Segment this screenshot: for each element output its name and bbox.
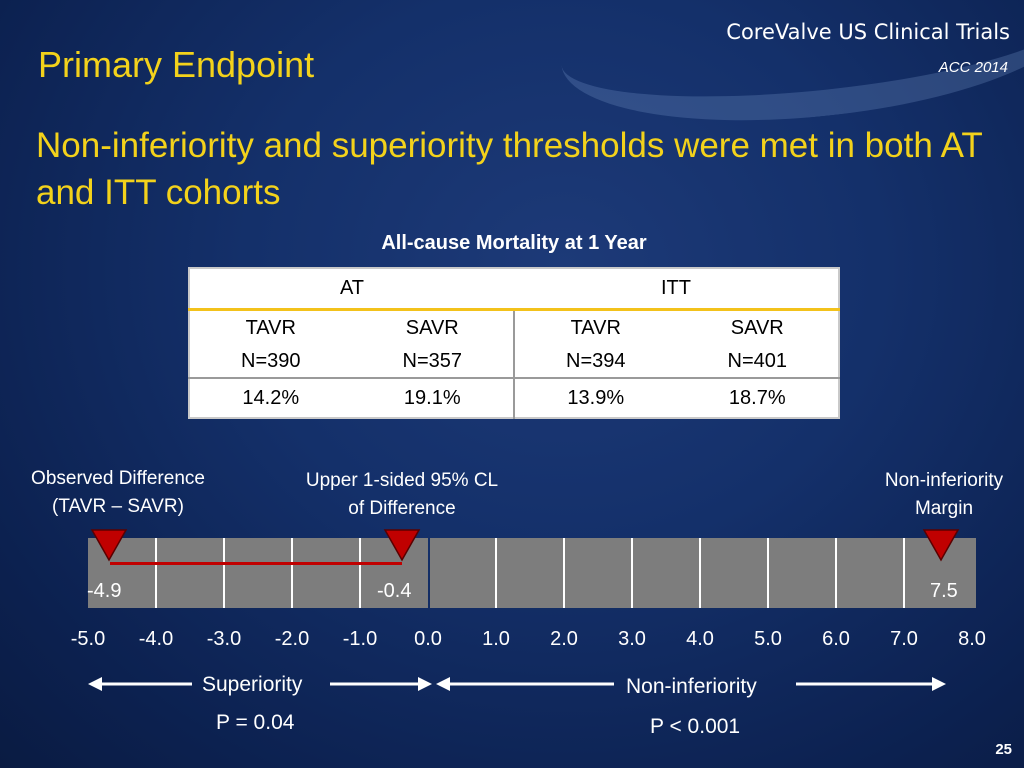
grid-line [767, 538, 769, 608]
x-axis-tick-label: 8.0 [958, 628, 986, 650]
noninferiority-left-arrow-icon [436, 677, 614, 691]
mortality-value: 14.2% [242, 386, 300, 409]
mortality-value: 18.7% [728, 386, 786, 409]
x-axis-tick-label: 1.0 [482, 628, 510, 650]
grid-line [631, 538, 633, 608]
brand-logo-text: CoreValve US Clinical Trials [726, 20, 1010, 44]
observed-difference-label: Observed Difference (TAVR – SAVR) [8, 465, 228, 521]
group-header-itt: ITT [514, 268, 839, 311]
arm-label: SAVR [730, 316, 784, 339]
x-axis-tick-label: -5.0 [70, 628, 106, 650]
arm-label: SAVR [405, 316, 459, 339]
margin-value: 7.5 [930, 580, 958, 602]
sample-size: N=357 [351, 345, 514, 379]
grid-line [359, 538, 361, 608]
observed-value: -4.9 [87, 580, 122, 602]
grid-line [835, 538, 837, 608]
sample-size: N=390 [189, 345, 352, 379]
x-axis-tick-label: 5.0 [754, 628, 782, 650]
noninferiority-right-arrow-icon [796, 677, 946, 691]
table-arm-row: TAVR SAVR TAVR SAVR [189, 309, 839, 345]
slide-headline: Non-inferiority and superiority threshol… [36, 126, 983, 212]
sample-size: N=394 [513, 345, 677, 379]
upper-label-line2: of Difference [348, 498, 456, 519]
confidence-interval-line [110, 562, 402, 565]
margin-label-line1: Non-inferiority [884, 470, 1004, 491]
table-title: All-cause Mortality at 1 Year [381, 232, 647, 254]
grid-line [495, 538, 497, 608]
negative-range-bar [88, 538, 428, 608]
x-axis-tick-label: 4.0 [686, 628, 714, 650]
superiority-label: Superiority [202, 673, 303, 696]
x-axis-tick-label: 7.0 [890, 628, 918, 650]
grid-line [155, 538, 157, 608]
x-axis-tick-label: 6.0 [822, 628, 850, 650]
margin-label: Non-inferiority Margin [864, 467, 1024, 523]
x-axis-tick-label: -3.0 [206, 628, 242, 650]
grid-line [223, 538, 225, 608]
upper-cl-label: Upper 1-sided 95% CL of Difference [282, 467, 522, 523]
noninferiority-label: Non-inferiority [626, 675, 757, 698]
arm-label: TAVR [245, 316, 296, 339]
upper-cl-marker-icon [383, 529, 421, 562]
upper-label-line1: Upper 1-sided 95% CL [305, 470, 499, 491]
table-n-row: N=390 N=357 N=394 N=401 [189, 345, 839, 379]
table-group-header-row: AT ITT [189, 268, 839, 311]
x-axis-tick-label: -4.0 [138, 628, 174, 650]
slide-title: Primary Endpoint [38, 44, 315, 85]
positive-range-bar [430, 538, 976, 608]
observed-marker-icon [90, 529, 128, 562]
observed-label-line2: (TAVR – SAVR) [52, 496, 184, 517]
x-axis-tick-label: 0.0 [414, 628, 442, 650]
x-axis-tick-label: -1.0 [342, 628, 378, 650]
x-axis-tick-label: 2.0 [550, 628, 578, 650]
group-header-at: AT [189, 268, 514, 311]
observed-label-line1: Observed Difference [31, 468, 205, 489]
mortality-value: 19.1% [403, 386, 461, 409]
margin-label-line2: Margin [914, 498, 974, 519]
superiority-right-arrow-icon [330, 677, 432, 691]
page-number: 25 [995, 741, 1012, 758]
conference-label: ACC 2014 [938, 59, 1008, 76]
grid-line [563, 538, 565, 608]
table-mortality-row: 14.2% 19.1% 13.9% 18.7% [189, 378, 839, 418]
grid-line [699, 538, 701, 608]
arm-label: TAVR [513, 309, 677, 345]
noninferiority-p-value: P < 0.001 [650, 715, 741, 738]
x-axis-tick-label: 3.0 [618, 628, 646, 650]
x-axis-tick-label: -2.0 [274, 628, 310, 650]
upper-cl-value: -0.4 [377, 580, 412, 602]
grid-line [291, 538, 293, 608]
superiority-p-value: P = 0.04 [216, 711, 295, 734]
mortality-value: 13.9% [513, 378, 677, 418]
mortality-table: AT ITT TAVR SAVR TAVR SAVR N=390 N=357 N… [188, 267, 840, 419]
margin-marker-icon [922, 529, 960, 562]
grid-line [903, 538, 905, 608]
sample-size: N=401 [676, 345, 839, 379]
superiority-left-arrow-icon [88, 677, 192, 691]
